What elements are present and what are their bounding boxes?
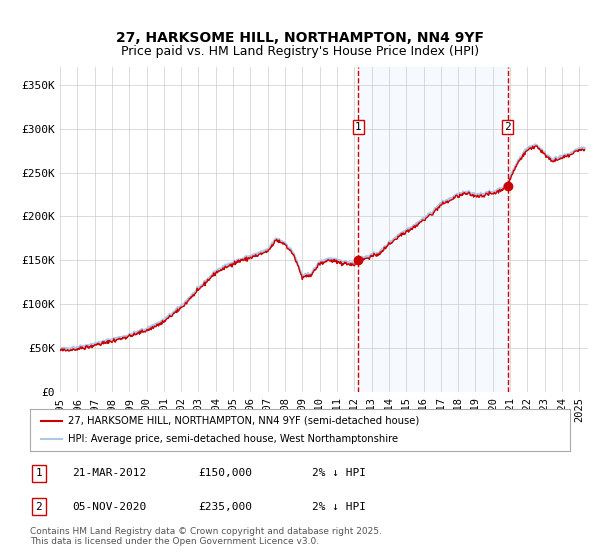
Text: 1: 1: [355, 122, 361, 132]
Text: 27, HARKSOME HILL, NORTHAMPTON, NN4 9YF: 27, HARKSOME HILL, NORTHAMPTON, NN4 9YF: [116, 31, 484, 45]
Text: Contains HM Land Registry data © Crown copyright and database right 2025.
This d: Contains HM Land Registry data © Crown c…: [30, 526, 382, 546]
Text: 21-MAR-2012: 21-MAR-2012: [72, 468, 146, 478]
Text: 2: 2: [35, 502, 43, 512]
Text: HPI: Average price, semi-detached house, West Northamptonshire: HPI: Average price, semi-detached house,…: [68, 434, 398, 444]
Text: £150,000: £150,000: [198, 468, 252, 478]
Text: Price paid vs. HM Land Registry's House Price Index (HPI): Price paid vs. HM Land Registry's House …: [121, 45, 479, 58]
Text: 05-NOV-2020: 05-NOV-2020: [72, 502, 146, 512]
Text: £235,000: £235,000: [198, 502, 252, 512]
Text: 2: 2: [504, 122, 511, 132]
Bar: [358, 67, 508, 392]
Text: 2% ↓ HPI: 2% ↓ HPI: [312, 502, 366, 512]
Text: 2% ↓ HPI: 2% ↓ HPI: [312, 468, 366, 478]
Text: 1: 1: [35, 468, 43, 478]
Text: 27, HARKSOME HILL, NORTHAMPTON, NN4 9YF (semi-detached house): 27, HARKSOME HILL, NORTHAMPTON, NN4 9YF …: [68, 416, 419, 426]
